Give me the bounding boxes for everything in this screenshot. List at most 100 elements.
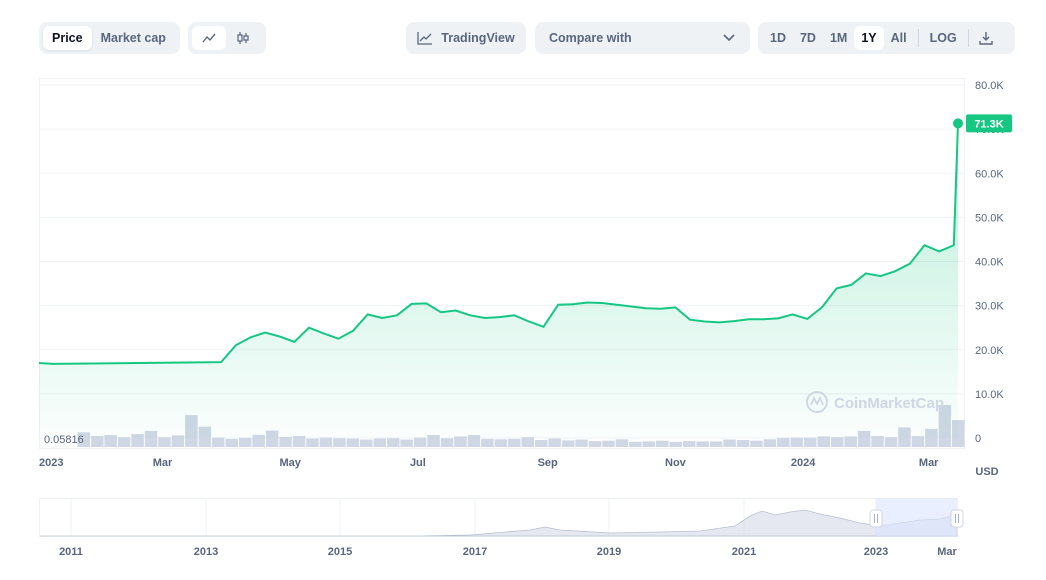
volume-bar	[683, 441, 696, 448]
tradingview-button[interactable]: TradingView	[406, 22, 526, 54]
navigator-handle-left[interactable]	[869, 509, 883, 528]
navigator-tick-label: 2011	[59, 546, 83, 558]
volume-bar	[481, 438, 494, 447]
x-tick-label: 2024	[791, 457, 816, 469]
volume-bar	[346, 438, 360, 447]
x-tick-label: Mar	[919, 457, 939, 469]
y-tick-label: 30.0K	[975, 301, 1004, 313]
volume-bar	[696, 441, 709, 447]
volume-bar	[602, 440, 615, 447]
price-line	[38, 123, 959, 365]
price-area	[39, 123, 958, 439]
x-tick-label: Nov	[665, 457, 687, 469]
volume-bar	[844, 436, 857, 447]
volume-bar	[521, 437, 534, 447]
range-divider-2	[967, 29, 969, 47]
x-tick-label: May	[279, 457, 301, 469]
volume-bar	[871, 436, 884, 447]
line-chart-button[interactable]	[192, 26, 226, 50]
volume-bar	[225, 438, 238, 447]
navigator-series	[40, 509, 958, 537]
navigator-handle-right[interactable]	[950, 509, 964, 528]
badge-background	[966, 114, 1012, 133]
chart-trend-icon	[417, 32, 433, 45]
candlestick-icon	[237, 32, 249, 44]
watermark: CoinMarketCap	[806, 391, 944, 413]
range-1m[interactable]: 1M	[829, 31, 848, 45]
volume-bar	[736, 440, 750, 447]
download-button[interactable]	[973, 26, 999, 50]
range-1d[interactable]: 1D	[770, 31, 786, 45]
volume-bar	[333, 438, 346, 448]
volume-bar	[642, 441, 656, 447]
volume-bar	[750, 440, 763, 447]
navigator-tick-label: 2017	[463, 546, 487, 558]
volume-bar	[656, 440, 669, 447]
plot-frame	[39, 78, 965, 449]
volume-bar	[279, 436, 292, 448]
range-log[interactable]: LOG	[929, 31, 957, 45]
current-price-label: 71.3K	[974, 118, 1003, 130]
y-tick-label: 20.0K	[975, 345, 1004, 357]
range-divider	[917, 29, 919, 47]
volume-bar	[467, 435, 481, 447]
x-tick-label: Jul	[410, 457, 426, 469]
price-tab[interactable]: Price	[43, 26, 92, 50]
y-tick-label: 10.0K	[975, 389, 1004, 401]
compare-label: Compare with	[549, 31, 632, 45]
watermark-mark	[810, 395, 824, 407]
compare-dropdown[interactable]: Compare with	[535, 22, 750, 54]
x-tick-label: Mar	[153, 457, 173, 469]
volume-bar	[360, 439, 373, 447]
y-tick-label: 80.0K	[975, 80, 1004, 92]
navigator-selection[interactable]	[876, 498, 957, 537]
volume-bar	[804, 437, 817, 448]
navigator-tick-label: 2013	[194, 546, 218, 558]
candlestick-button[interactable]	[226, 26, 260, 50]
tradingview-label: TradingView	[441, 31, 515, 45]
navigator-tick-label: 2019	[597, 546, 621, 558]
navigator-tick-label: Mar	[937, 546, 957, 558]
volume-bar	[454, 436, 467, 447]
volume-bar	[709, 441, 723, 447]
volume-bar	[777, 437, 790, 447]
volume-bar	[508, 438, 521, 447]
volume-bar	[561, 440, 575, 447]
y-tick-label: 50.0K	[975, 212, 1004, 224]
volume-bar	[104, 435, 117, 447]
handle-left-grip	[869, 509, 883, 528]
range-7d[interactable]: 7D	[799, 31, 816, 45]
y-tick-label: 40.0K	[975, 257, 1004, 269]
line-chart-icon	[202, 33, 216, 43]
market-cap-tab[interactable]: Market cap	[100, 31, 166, 45]
download-icon	[979, 32, 993, 45]
volume-bar	[535, 440, 548, 447]
navigator-tick-label: 2015	[328, 546, 352, 558]
range-selector: 1D 7D 1M 1Y All LOG	[758, 22, 1015, 54]
handle-right-grip	[950, 509, 964, 528]
x-tick-label: 2023	[39, 457, 63, 469]
currency-label: USD	[975, 466, 998, 478]
volume-bar	[387, 438, 400, 448]
volume-bar	[831, 437, 844, 447]
volume-bar	[212, 437, 225, 448]
coinmarketcap-logo-icon	[806, 391, 828, 413]
volume-bar	[413, 437, 427, 448]
volume-bar	[884, 437, 898, 447]
volume-bar	[239, 437, 252, 447]
x-axis: 2023 Mar May Jul Sep Nov 2024 Mar	[39, 457, 939, 469]
volume-bar	[575, 439, 588, 447]
volume-bar	[548, 438, 561, 447]
x-tick-label: Sep	[538, 457, 558, 469]
volume-bar	[817, 436, 830, 447]
volume-bar	[427, 435, 440, 447]
range-navigator[interactable]: 2011 2013 2015 2017 2019 2021 2023 Mar	[39, 498, 964, 558]
volume-bar	[629, 441, 642, 448]
volume-bar	[292, 436, 306, 447]
watermark-text: CoinMarketCap	[834, 395, 944, 412]
range-1y[interactable]: 1Y	[854, 26, 884, 50]
range-all[interactable]: All	[890, 31, 907, 45]
y-tick-label: 60.0K	[975, 168, 1004, 180]
volume-bar	[400, 439, 413, 447]
